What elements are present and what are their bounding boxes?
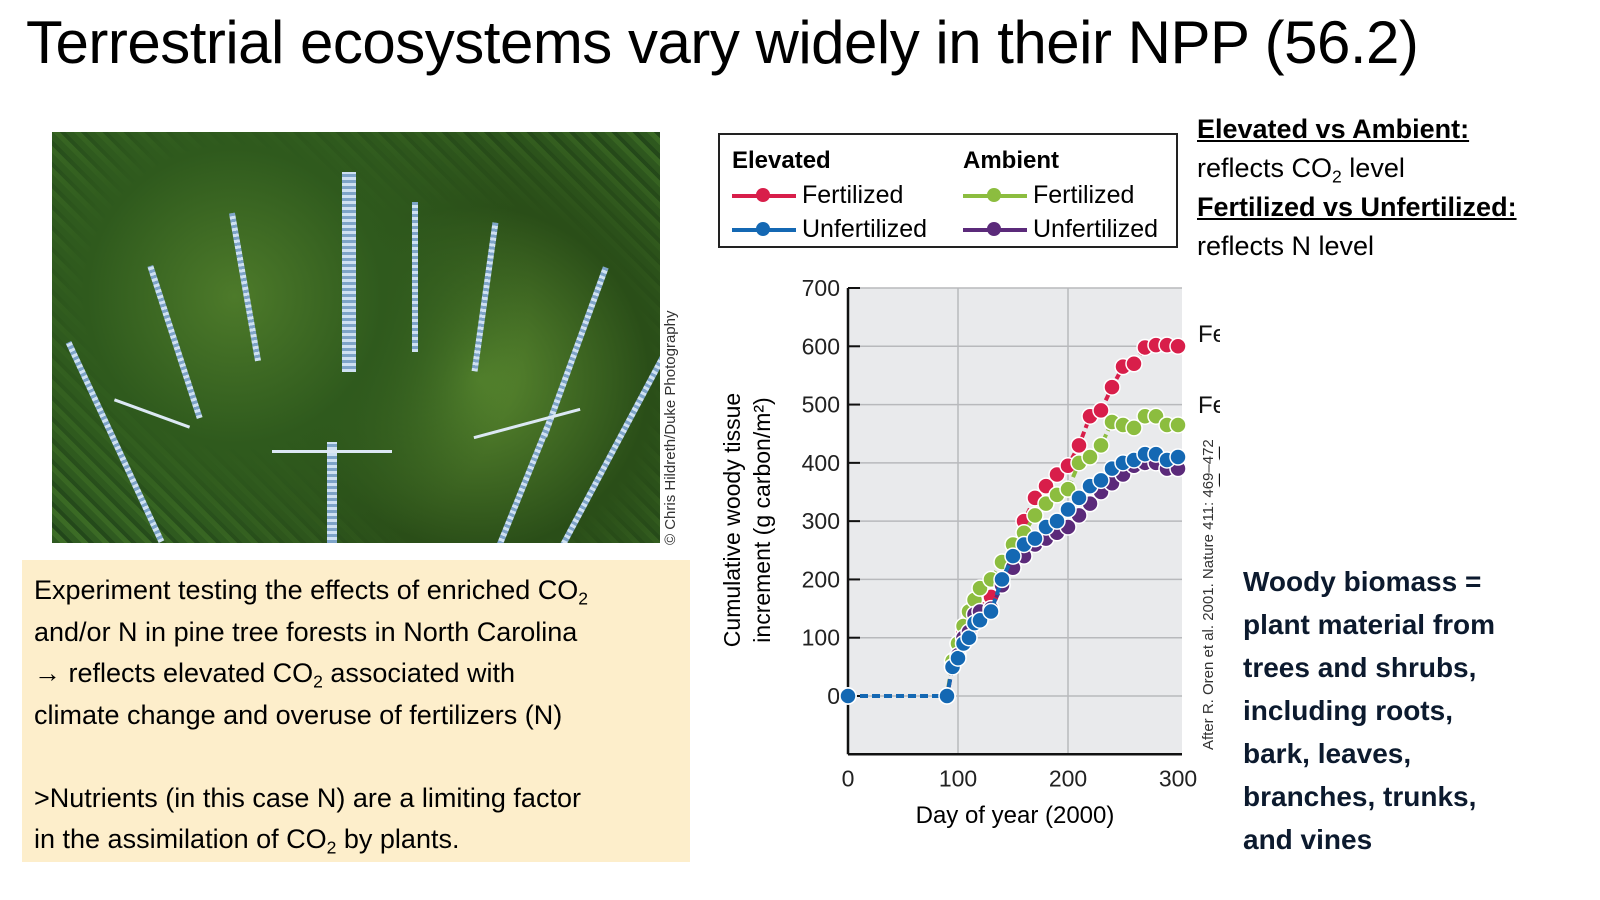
data-point [1026, 529, 1044, 548]
info-line: → reflects elevated CO2 associated with [34, 658, 515, 692]
legend-label: Fertilized [1033, 181, 1135, 209]
comparison-notes: Elevated vs Ambient: reflects CO2 level … [1197, 110, 1517, 266]
info-line: climate change and overuse of fertilizer… [34, 699, 563, 730]
legend-item-elevated-unfertilized: Unfertilized [732, 215, 927, 244]
legend-label: Fertilized [802, 181, 904, 209]
data-point [1092, 471, 1110, 490]
y-tick-label: 400 [802, 450, 840, 476]
y-axis-label-line2: increment (g carbon/m²) [749, 397, 775, 642]
data-point [960, 628, 978, 647]
tower [327, 442, 337, 543]
data-point [1048, 512, 1066, 530]
data-point [1004, 547, 1022, 565]
tower-arm [272, 450, 392, 453]
info-line: in the assimilation of CO2 by plants. [34, 824, 460, 858]
definition-line: Woody biomass = [1243, 566, 1482, 597]
data-point [949, 649, 967, 667]
data-point [1070, 489, 1088, 507]
data-point [1081, 448, 1099, 466]
data-point [938, 687, 956, 705]
tower [471, 222, 499, 372]
definition-line: and vines [1243, 824, 1373, 855]
y-tick-label: 300 [802, 508, 840, 534]
y-tick-label: 0 [827, 683, 840, 709]
data-point [839, 687, 857, 705]
data-point [1070, 436, 1088, 455]
note-heading-elevated-ambient: Elevated vs Ambient: [1197, 114, 1470, 144]
y-tick-label: 500 [802, 392, 840, 418]
data-point [1092, 401, 1110, 420]
y-axis-label-line1: Cumulative woody tissue [719, 393, 745, 647]
tower [147, 264, 203, 420]
legend-item-ambient-fertilized: Fertilized [963, 181, 1134, 210]
y-tick-label: 600 [802, 333, 840, 359]
info-line: and/or N in pine tree forests in North C… [34, 616, 578, 647]
tower [558, 344, 660, 543]
data-point [1103, 378, 1121, 396]
legend-heading-ambient: Ambient [963, 147, 1059, 174]
definition-line: plant material from [1243, 609, 1496, 640]
y-tick-label: 200 [802, 566, 840, 592]
note-text-n: reflects N level [1197, 231, 1375, 261]
legend-heading-elevated: Elevated [732, 147, 831, 174]
info-line: >Nutrients (in this case N) are a limiti… [34, 782, 581, 813]
info-line [34, 736, 678, 778]
series-end-label: Unfert., A [1217, 469, 1220, 496]
x-tick-label: 0 [842, 765, 855, 791]
data-point [1169, 448, 1187, 466]
y-tick-label: 700 [802, 275, 840, 301]
series-end-label: Fert., A [1198, 392, 1220, 419]
data-point [982, 602, 1000, 621]
legend-item-ambient-unfertilized: Unfertilized [963, 215, 1158, 244]
chart-legend: Elevated Ambient Fertilized Unfertilized… [718, 133, 1178, 248]
legend-swatch [963, 187, 1027, 202]
series-end-label: Unfert., E [1217, 442, 1220, 469]
data-point [1169, 337, 1187, 356]
series-end-label: Fert., E [1198, 321, 1220, 348]
tower [412, 202, 418, 352]
subscript: 2 [1332, 166, 1342, 187]
legend-swatch [732, 187, 796, 202]
data-point [1059, 500, 1077, 519]
data-point [1125, 419, 1143, 437]
data-point [993, 570, 1011, 589]
tower [495, 415, 555, 543]
tower [229, 212, 261, 362]
data-point [1092, 436, 1110, 455]
definition-line: trees and shrubs, [1243, 652, 1477, 683]
citation: After R. Oren et al. 2001. Nature 411: 4… [1200, 439, 1217, 750]
forest-photo [52, 132, 660, 543]
x-tick-label: 300 [1159, 765, 1197, 791]
woody-biomass-definition: Woody biomass = plant material from trees … [1243, 560, 1495, 861]
definition-line: bark, leaves, [1243, 738, 1412, 769]
woody-increment-chart: CO2 enrichment Day of year (2000) Cumula… [719, 275, 1220, 829]
legend-label: Unfertilized [1033, 215, 1159, 243]
tower-arm [473, 407, 581, 440]
photo-credit: © Chris Hildreth/Duke Photography [662, 310, 679, 546]
definition-line: including roots, [1243, 695, 1453, 726]
definition-line: branches, trunks, [1243, 781, 1477, 812]
experiment-description-box: Experiment testing the effects of enrich… [22, 560, 690, 862]
slide-title: Terrestrial ecosystems vary widely in th… [26, 9, 1419, 76]
legend-label: Unfertilized [802, 215, 928, 243]
tower-arm [113, 398, 191, 429]
info-line: Experiment testing the effects of enrich… [34, 575, 589, 609]
note-text-part: level [1341, 153, 1405, 183]
legend-swatch [963, 221, 1027, 236]
x-axis-label: Day of year (2000) [916, 802, 1115, 829]
data-point [1125, 355, 1143, 373]
tower [342, 172, 356, 372]
data-point [1169, 416, 1187, 434]
x-tick-label: 100 [939, 765, 977, 791]
note-text-co2: reflects CO2 level [1197, 149, 1517, 188]
x-tick-label: 200 [1049, 765, 1087, 791]
y-tick-label: 100 [802, 625, 840, 651]
legend-swatch [732, 221, 796, 236]
note-text-part: reflects CO [1197, 153, 1333, 183]
legend-item-elevated-fertilized: Fertilized [732, 181, 903, 210]
tower [65, 341, 165, 543]
data-point [1026, 506, 1044, 525]
note-heading-fertilized: Fertilized vs Unfertilized: [1197, 192, 1517, 222]
